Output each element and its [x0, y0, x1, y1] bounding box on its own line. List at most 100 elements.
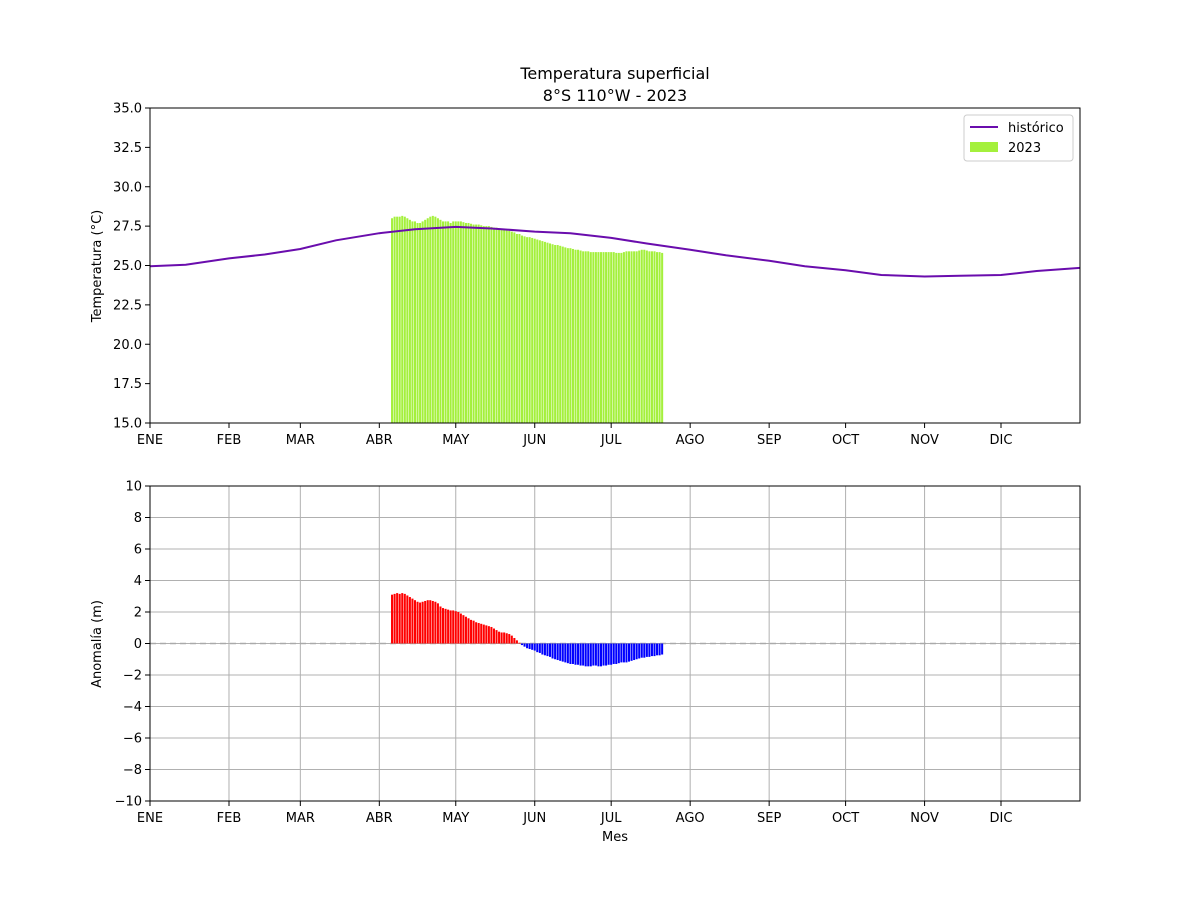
- bar-2023: [577, 249, 580, 423]
- x-tick-label: SEP: [757, 433, 781, 448]
- anomaly-bar-negative: [640, 643, 643, 658]
- anomaly-bar-negative: [549, 643, 552, 657]
- y-tick-label: 25.0: [113, 259, 142, 274]
- anomaly-bar-positive: [436, 603, 439, 644]
- bar-2023: [556, 245, 559, 423]
- bar-2023: [505, 230, 508, 423]
- anomaly-bar-negative: [594, 643, 597, 666]
- anomaly-bar-negative: [592, 643, 595, 666]
- bar-2023: [594, 252, 597, 423]
- y-tick-label: 30.0: [113, 180, 142, 195]
- bar-2023: [658, 252, 661, 423]
- anomaly-bar-positive: [413, 600, 417, 644]
- bar-2023: [464, 222, 467, 423]
- anomaly-bar-positive: [477, 623, 480, 644]
- anomaly-bar-positive: [398, 593, 401, 644]
- bar-2023: [441, 221, 445, 423]
- bar-2023: [645, 250, 648, 423]
- temperature-y-axis-label: Temperatura (°C): [90, 210, 105, 323]
- anomaly-bar-positive: [452, 610, 455, 644]
- bar-2023: [661, 252, 664, 423]
- bar-2023: [620, 252, 623, 423]
- bar-2023: [592, 252, 595, 423]
- anomaly-bar-negative: [574, 643, 577, 665]
- anomaly-bar-negative: [533, 643, 536, 651]
- bar-2023: [459, 221, 462, 423]
- anomaly-bar-positive: [454, 611, 457, 644]
- anomaly-bar-positive: [439, 606, 442, 644]
- y-tick-label: 27.5: [113, 220, 142, 235]
- legend-historico-label: histórico: [1008, 121, 1064, 136]
- anomaly-bar-positive: [490, 626, 493, 644]
- bar-2023: [444, 221, 447, 423]
- anomaly-bar-positive: [485, 625, 488, 644]
- y-tick-label: 35.0: [113, 102, 142, 117]
- anomaly-bar-negative: [538, 643, 541, 653]
- bar-2023: [597, 252, 600, 423]
- anomaly-bar-negative: [528, 643, 531, 650]
- x-tick-label: AGO: [676, 811, 705, 826]
- anomaly-bar-negative: [643, 643, 646, 658]
- x-tick-label: NOV: [910, 433, 939, 448]
- y-tick-label: 8: [134, 511, 142, 526]
- bar-2023: [454, 221, 457, 423]
- x-tick-label: ABR: [366, 433, 393, 448]
- bar-2023: [393, 216, 396, 423]
- anomaly-bar-negative: [650, 643, 653, 657]
- bar-2023: [559, 245, 562, 423]
- anomaly-bar-positive: [492, 628, 495, 644]
- bar-2023: [398, 216, 401, 423]
- bar-2023: [546, 242, 549, 423]
- anomaly-bar-negative: [612, 643, 615, 664]
- anomaly-bar-negative: [584, 643, 587, 667]
- bar-2023: [648, 251, 651, 423]
- y-tick-label: 17.5: [113, 377, 142, 392]
- bar-2023: [571, 248, 574, 423]
- bar-2023: [462, 222, 465, 423]
- anomaly-bar-negative: [569, 643, 572, 664]
- anomaly-bar-negative: [605, 643, 608, 666]
- bar-2023: [630, 251, 633, 423]
- bar-2023: [561, 246, 564, 423]
- anomaly-bar-positive: [447, 609, 450, 644]
- anomaly-bar-negative: [546, 643, 549, 657]
- bar-2023: [495, 227, 498, 423]
- anomaly-bar-positive: [513, 637, 516, 644]
- anomaly-bar-negative: [523, 643, 526, 647]
- anomaly-bar-negative: [541, 643, 544, 655]
- x-tick-label: OCT: [832, 811, 859, 826]
- anomaly-bar-negative: [630, 643, 633, 661]
- x-tick-label: JUN: [522, 811, 546, 826]
- anomaly-bar-positive: [406, 595, 409, 644]
- anomaly-bar-positive: [393, 593, 396, 644]
- bar-2023: [406, 218, 409, 423]
- anomaly-bar-negative: [633, 643, 636, 661]
- x-tick-label: JUL: [600, 811, 622, 826]
- bar-2023: [541, 241, 544, 423]
- x-tick-label: ENE: [137, 433, 163, 448]
- anomaly-bar-negative: [661, 643, 664, 655]
- bar-2023: [638, 250, 641, 423]
- y-tick-label: −6: [123, 732, 142, 747]
- anomaly-bar-negative: [635, 643, 638, 660]
- anomaly-bar-negative: [615, 643, 618, 664]
- bar-2023: [416, 222, 419, 423]
- y-tick-label: 10: [125, 480, 142, 495]
- bar-2023: [421, 221, 424, 423]
- y-tick-label: 0: [134, 637, 142, 652]
- bar-2023: [536, 239, 539, 423]
- x-tick-label: JUL: [600, 433, 622, 448]
- x-tick-label: NOV: [910, 811, 939, 826]
- anomaly-bar-positive: [505, 633, 508, 644]
- x-tick-label: ENE: [137, 811, 163, 826]
- bar-2023: [515, 234, 518, 423]
- y-tick-label: 6: [134, 543, 142, 558]
- anomaly-bar-positive: [487, 626, 490, 644]
- anomaly-bar-negative: [622, 643, 625, 663]
- anomaly-bar-positive: [470, 619, 473, 644]
- anomaly-bar-negative: [559, 643, 562, 661]
- y-tick-label: −2: [123, 669, 142, 684]
- anomaly-bar-negative: [556, 643, 559, 661]
- bar-2023: [480, 225, 483, 423]
